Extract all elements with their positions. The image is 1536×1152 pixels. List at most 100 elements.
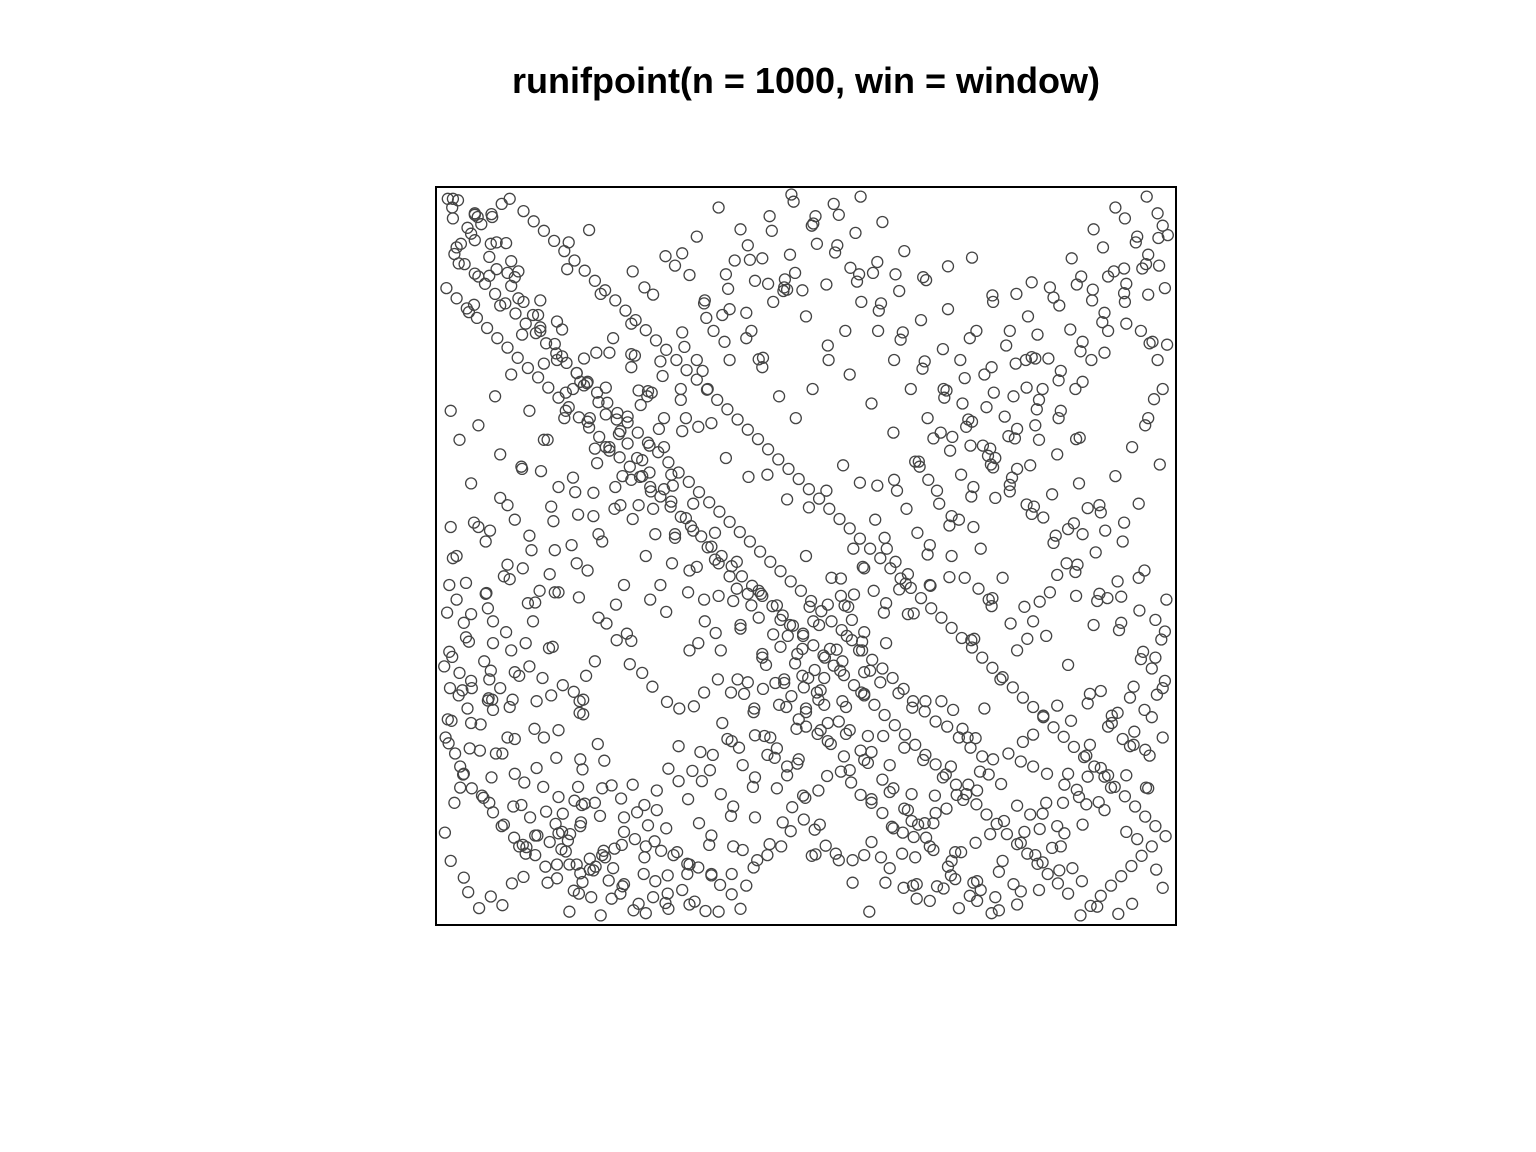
data-point <box>700 311 713 325</box>
data-point <box>1081 697 1094 710</box>
data-point <box>578 264 591 277</box>
data-point <box>454 760 467 773</box>
data-point <box>770 782 784 795</box>
data-point <box>996 571 1009 584</box>
data-point <box>1016 691 1030 704</box>
data-point <box>782 462 795 476</box>
data-point <box>643 439 656 452</box>
data-point <box>499 236 513 250</box>
data-point <box>725 888 738 901</box>
data-point <box>628 832 642 846</box>
data-point <box>854 744 867 757</box>
data-point <box>1152 259 1166 272</box>
data-point <box>646 891 660 904</box>
data-point <box>852 268 866 281</box>
data-point <box>1132 571 1145 584</box>
data-point <box>810 237 824 250</box>
data-point <box>723 515 736 529</box>
data-point <box>1120 317 1133 330</box>
data-point <box>503 192 516 205</box>
data-point <box>986 591 999 605</box>
data-point <box>725 867 738 881</box>
data-point <box>1098 803 1111 817</box>
data-point <box>630 806 644 819</box>
data-point <box>1160 593 1173 606</box>
data-point <box>1112 907 1125 921</box>
data-point <box>713 878 727 892</box>
data-point <box>899 577 912 590</box>
data-point <box>649 334 663 347</box>
data-point <box>786 619 800 632</box>
data-point <box>1111 575 1124 588</box>
data-point <box>512 265 525 278</box>
data-point <box>812 618 826 632</box>
data-point <box>657 440 671 454</box>
data-point <box>537 357 551 370</box>
data-point <box>845 613 859 627</box>
data-point <box>969 732 982 745</box>
data-point <box>617 578 631 592</box>
data-point <box>643 466 656 479</box>
data-point <box>974 542 987 555</box>
data-point <box>929 758 942 771</box>
data-point <box>1029 848 1042 862</box>
data-point <box>603 346 616 359</box>
data-point <box>909 455 922 468</box>
data-point <box>508 666 521 679</box>
data-point <box>887 426 900 439</box>
data-point <box>1081 770 1094 783</box>
chart-title: runifpoint(n = 1000, win = window) <box>512 60 1100 101</box>
data-point <box>654 490 667 503</box>
data-point <box>1150 688 1164 701</box>
data-point <box>820 769 834 783</box>
data-point <box>687 497 700 510</box>
data-point <box>954 353 967 367</box>
data-point <box>853 532 867 545</box>
data-point <box>683 268 696 282</box>
data-point <box>861 729 875 743</box>
data-point <box>1139 419 1152 432</box>
data-point <box>581 375 594 388</box>
data-point <box>654 355 667 368</box>
data-point <box>992 904 1006 917</box>
data-point <box>555 843 568 856</box>
data-point <box>918 817 931 830</box>
data-point <box>933 497 946 510</box>
data-point <box>646 502 660 515</box>
data-point <box>889 555 902 568</box>
data-point <box>772 390 786 403</box>
data-point <box>796 284 809 297</box>
data-point <box>534 294 547 307</box>
data-point <box>478 277 492 290</box>
data-point <box>444 520 457 534</box>
data-point <box>461 702 474 715</box>
data-point <box>545 689 558 702</box>
data-point <box>617 878 631 891</box>
data-point <box>464 227 478 240</box>
data-point <box>576 875 589 889</box>
data-point <box>1155 633 1168 646</box>
data-point <box>644 593 657 606</box>
data-point <box>1031 857 1044 870</box>
data-point <box>505 877 519 890</box>
data-point <box>799 705 813 719</box>
data-point <box>552 391 565 404</box>
data-point <box>1158 625 1172 638</box>
data-point <box>792 713 805 726</box>
data-point <box>561 263 574 276</box>
data-point <box>1029 419 1042 432</box>
data-point <box>649 528 662 541</box>
data-point <box>1014 755 1027 768</box>
data-point <box>639 840 652 853</box>
data-point <box>821 598 834 611</box>
data-point <box>911 818 925 831</box>
data-point <box>484 890 497 903</box>
data-point <box>895 847 909 860</box>
data-point <box>529 848 542 862</box>
data-point <box>1085 294 1099 307</box>
data-point <box>587 486 600 499</box>
data-point <box>831 239 844 252</box>
data-point <box>705 416 718 430</box>
data-point <box>734 902 747 915</box>
data-point <box>761 277 775 290</box>
